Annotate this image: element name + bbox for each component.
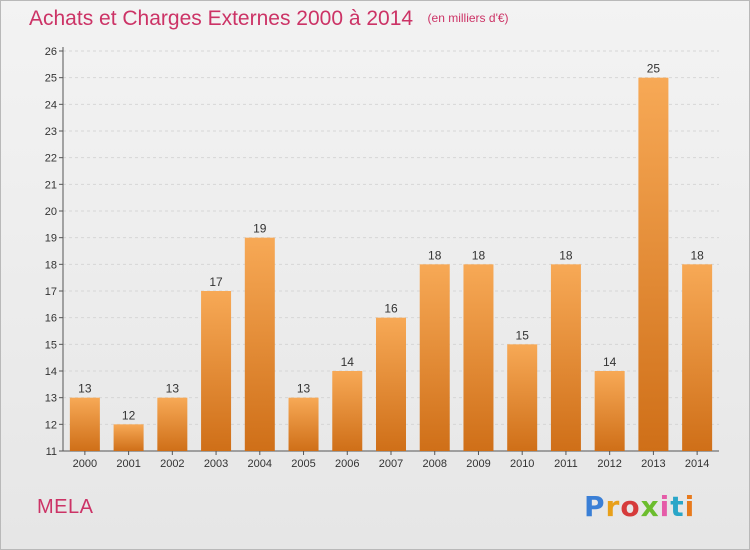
- x-tick-label: 2007: [379, 458, 403, 470]
- x-tick-label: 2013: [641, 458, 665, 470]
- y-tick-label: 17: [45, 286, 57, 298]
- y-tick-label: 16: [45, 313, 57, 325]
- value-label: 17: [209, 275, 223, 289]
- value-label: 13: [78, 382, 92, 396]
- x-tick-label: 2010: [510, 458, 534, 470]
- x-tick-label: 2006: [335, 458, 359, 470]
- logo-letter: o: [620, 490, 641, 523]
- bar-2005: [288, 397, 319, 451]
- value-label: 12: [122, 408, 136, 422]
- x-tick-label: 2000: [73, 458, 97, 470]
- y-tick-label: 20: [45, 206, 57, 218]
- logo-letter: i: [684, 490, 696, 523]
- proxiti-logo: Proxiti: [584, 490, 695, 523]
- bar-2008: [419, 264, 450, 451]
- x-tick-label: 2005: [291, 458, 315, 470]
- y-tick-label: 12: [45, 419, 57, 431]
- y-tick-label: 14: [45, 366, 57, 378]
- data-labels: 13 12 13 17 19 13 14 16 18 18 15 18 14 25 18: [78, 62, 704, 423]
- y-tick-label: 15: [45, 339, 57, 351]
- x-tick-label: 2003: [204, 458, 228, 470]
- y-tick-label: 13: [45, 393, 57, 405]
- chart-subtitle: (en milliers d'€): [427, 11, 509, 25]
- value-label: 15: [516, 328, 530, 342]
- bar-2011: [550, 264, 581, 451]
- x-tick-label: 2011: [554, 458, 578, 470]
- bar-2009: [463, 264, 494, 451]
- y-tick-label: 25: [45, 73, 57, 85]
- logo-letter: t: [670, 490, 685, 523]
- bars: [69, 77, 713, 452]
- value-label: 18: [559, 248, 573, 262]
- y-tick-label: 22: [45, 153, 57, 165]
- value-label: 16: [384, 302, 398, 316]
- y-tick-label: 19: [45, 233, 57, 245]
- logo-letter: x: [640, 490, 660, 523]
- x-tick-label: 2008: [422, 458, 446, 470]
- value-label: 14: [603, 355, 617, 369]
- bar-2007: [376, 317, 406, 451]
- bar-2000: [69, 397, 100, 451]
- value-label: 18: [472, 248, 486, 262]
- x-tick-labels: 2000 2001 2002 2003 2004 2005 2006 2007 2008 2009…: [73, 458, 710, 470]
- bar-2013: [638, 77, 669, 452]
- logo-letter: i: [659, 490, 671, 523]
- value-label: 13: [166, 382, 180, 396]
- bar-2006: [332, 371, 363, 451]
- y-tick-label: 18: [45, 259, 57, 271]
- x-tick-label: 2012: [597, 458, 621, 470]
- chart-title: Achats et Charges Externes 2000 à 2014: [29, 7, 414, 30]
- y-tick-labels: 11 12 13 14 15 16 17 18 19 20 21 22 23 24 25 26: [45, 46, 57, 458]
- y-tick-label: 11: [46, 446, 57, 458]
- value-label: 18: [428, 248, 442, 262]
- value-label: 18: [690, 248, 704, 262]
- title-row: Achats et Charges Externes 2000 à 2014 (…: [29, 7, 509, 31]
- logo-letter: r: [605, 490, 621, 523]
- x-tick-label: 2004: [248, 458, 272, 470]
- y-tick-label: 23: [45, 126, 57, 138]
- bar-2014: [682, 264, 713, 451]
- value-label: 14: [341, 355, 355, 369]
- bar-2003: [201, 291, 232, 451]
- x-tick-label: 2009: [466, 458, 490, 470]
- value-label: 19: [253, 222, 267, 236]
- x-tick-label: 2001: [116, 458, 140, 470]
- x-tick-label: 2014: [685, 458, 709, 470]
- bar-2010: [507, 344, 538, 451]
- y-tick-label: 21: [45, 179, 57, 191]
- value-label: 13: [297, 382, 311, 396]
- value-label: 25: [647, 62, 661, 76]
- commune-name: MELA: [37, 496, 94, 518]
- y-tick-label: 26: [45, 46, 57, 58]
- bar-2004: [244, 237, 275, 451]
- bar-2001: [113, 424, 144, 451]
- bar-2012: [594, 371, 625, 451]
- y-tick-label: 24: [45, 99, 57, 111]
- bar-2002: [157, 397, 188, 451]
- x-tick-label: 2002: [160, 458, 184, 470]
- logo-letter: P: [584, 490, 606, 523]
